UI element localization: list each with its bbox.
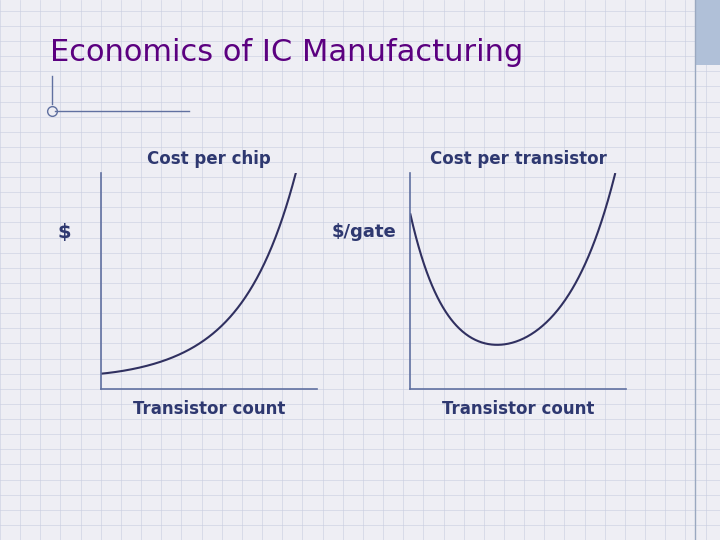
Title: Cost per chip: Cost per chip bbox=[147, 151, 271, 168]
Bar bbox=[695, 0, 720, 65]
Title: Cost per transistor: Cost per transistor bbox=[430, 151, 607, 168]
X-axis label: Transistor count: Transistor count bbox=[132, 400, 285, 418]
Text: Economics of IC Manufacturing: Economics of IC Manufacturing bbox=[50, 38, 523, 67]
Text: $/gate: $/gate bbox=[331, 223, 396, 241]
Text: $: $ bbox=[58, 222, 71, 242]
X-axis label: Transistor count: Transistor count bbox=[442, 400, 595, 418]
